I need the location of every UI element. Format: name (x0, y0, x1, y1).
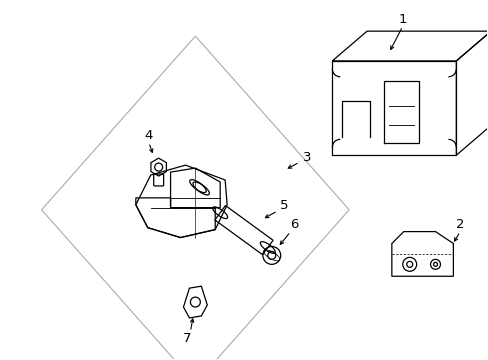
Text: 4: 4 (144, 129, 153, 142)
Text: 5: 5 (279, 199, 287, 212)
Text: 1: 1 (398, 13, 406, 26)
Text: 3: 3 (303, 151, 311, 164)
Text: 2: 2 (455, 218, 464, 231)
Text: 6: 6 (290, 218, 298, 231)
Text: 7: 7 (183, 332, 191, 345)
